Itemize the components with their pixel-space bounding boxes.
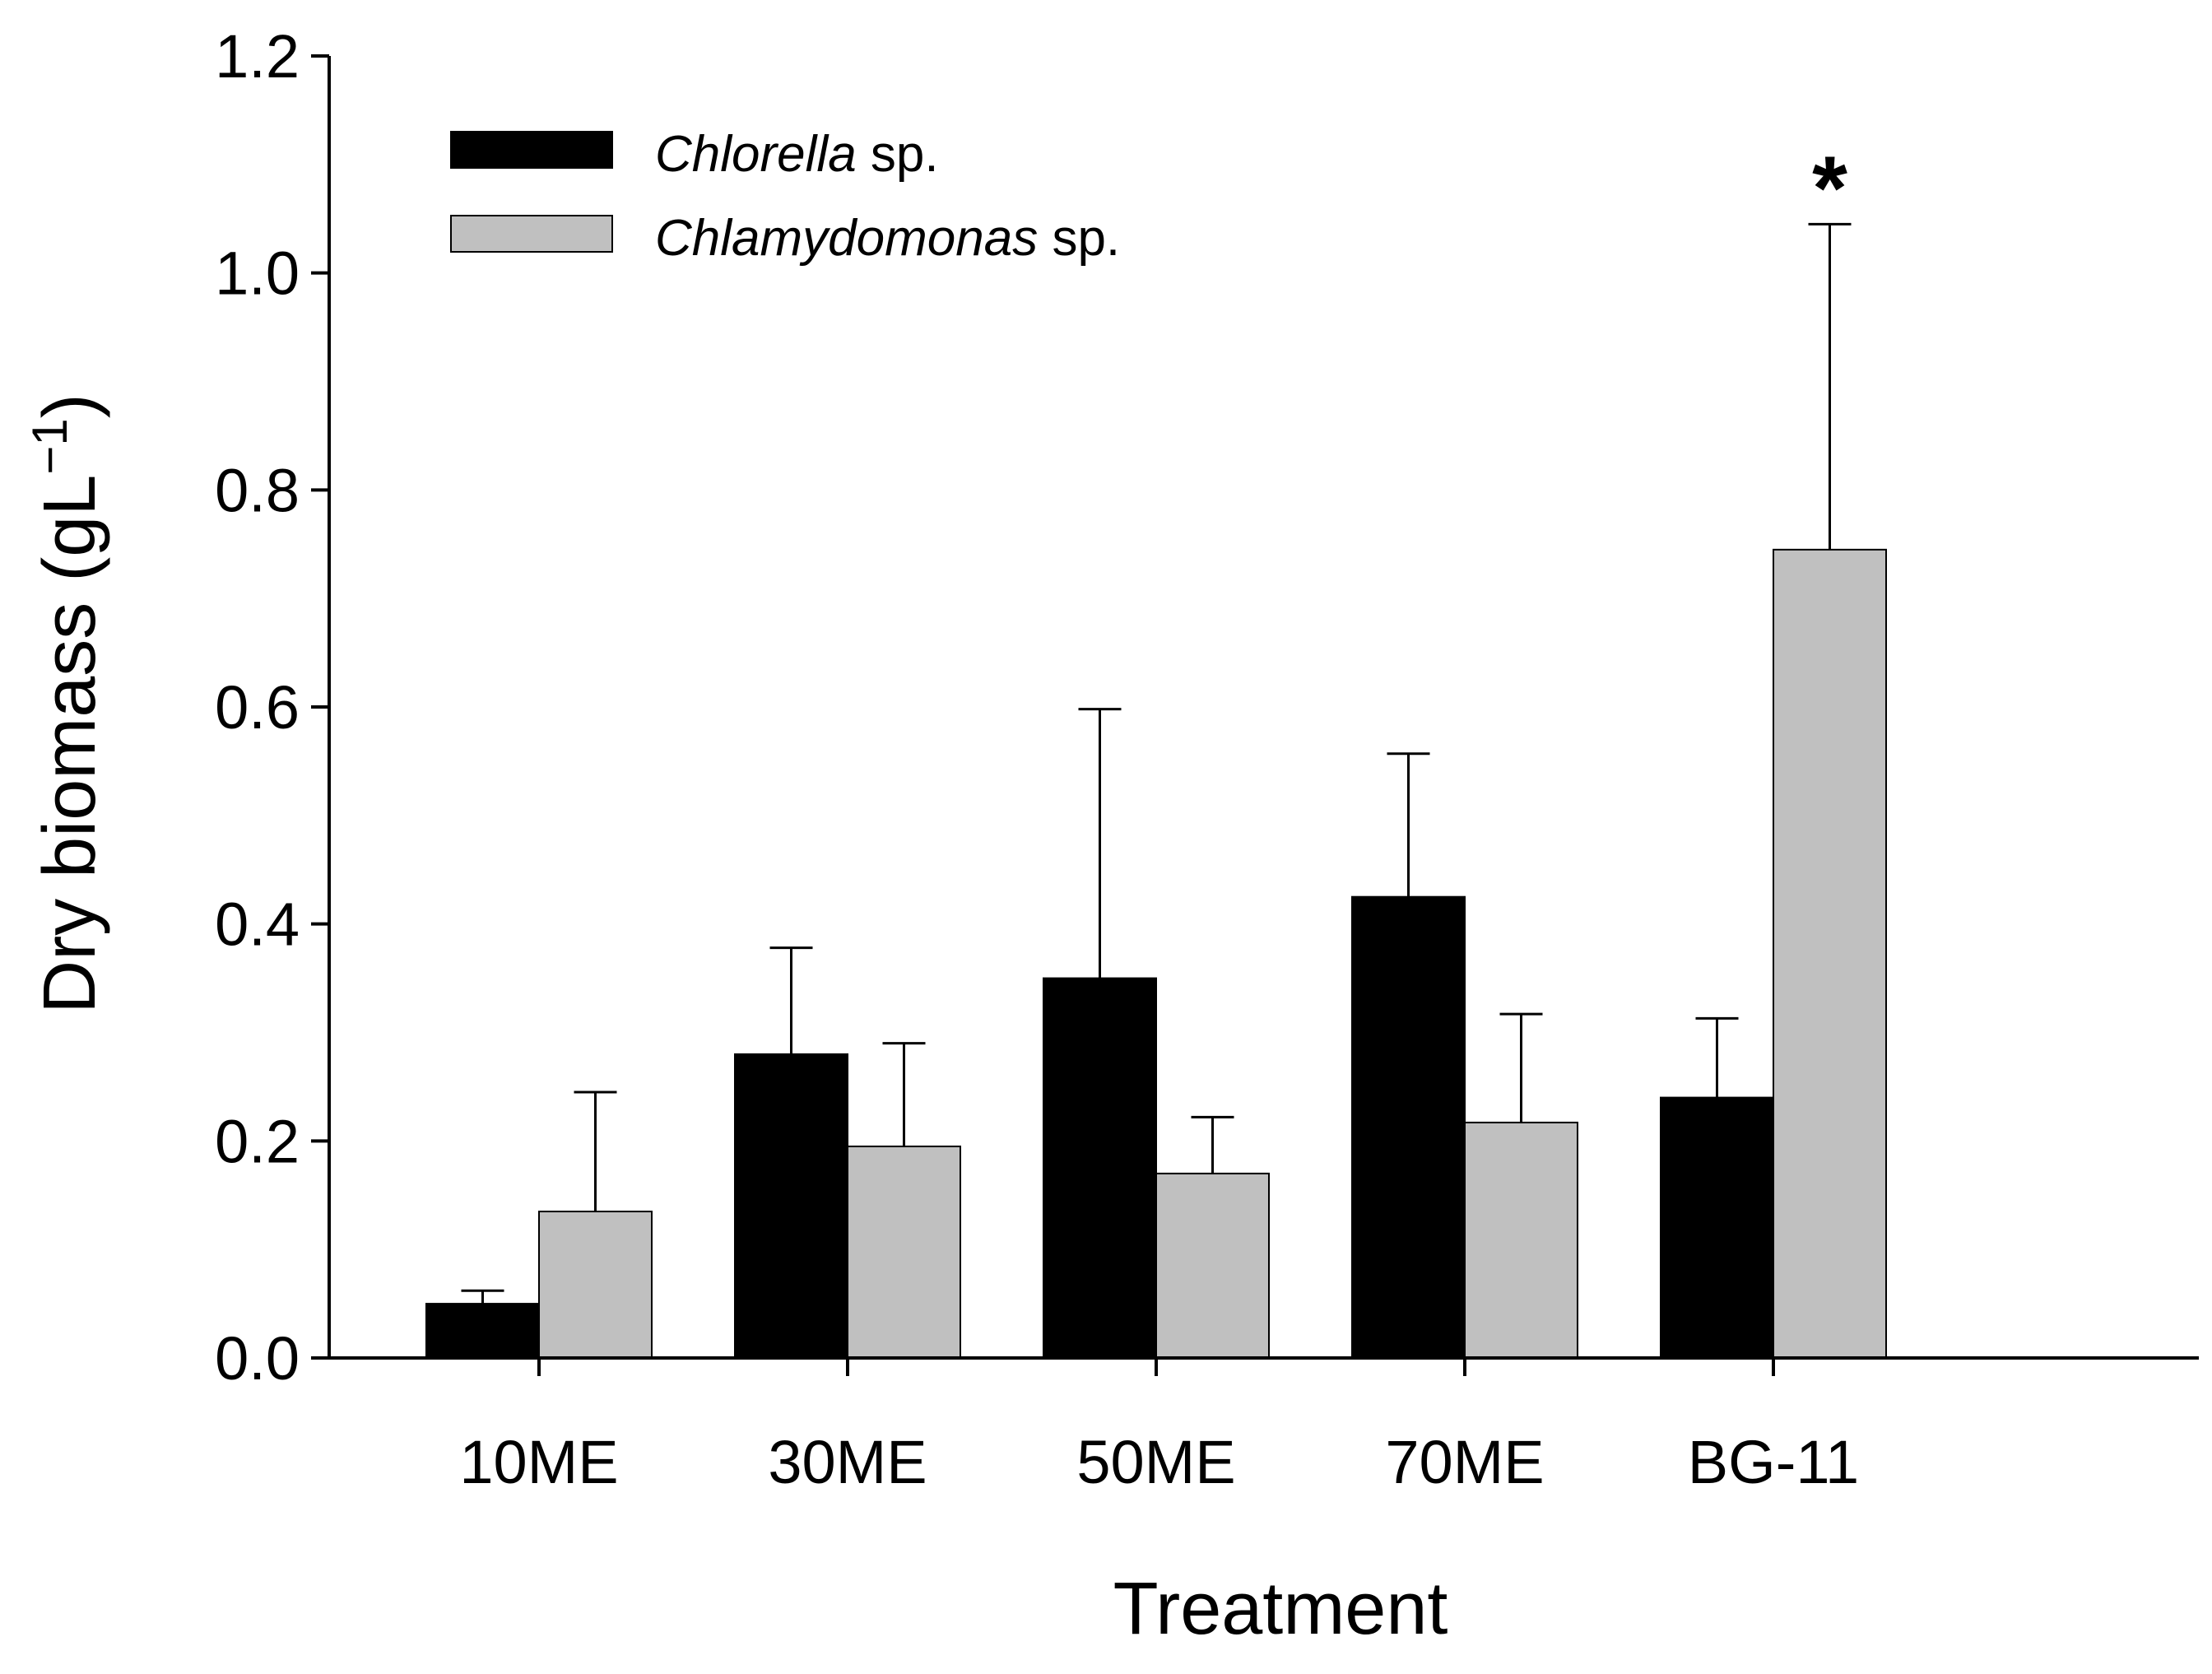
x-tick-label: 70ME	[1385, 1428, 1544, 1496]
bar-chlorella-10me	[425, 1303, 540, 1360]
legend-label-chlorella: Chlorella sp.	[655, 126, 939, 183]
x-tick-label: 10ME	[459, 1428, 618, 1496]
x-tick-label: 30ME	[768, 1428, 927, 1496]
y-ticks: 0.0 0.2 0.4 0.6 0.8 1.0 1.2	[215, 22, 329, 1393]
y-axis-title-close: )	[29, 393, 111, 418]
y-axis-title: Dry biomass (gL−1)	[22, 393, 111, 1014]
y-tick-label: 0.0	[215, 1324, 300, 1393]
legend-label-chlamydomonas: Chlamydomonas sp.	[655, 210, 1120, 267]
annotations-layer: *	[1812, 137, 1847, 239]
y-tick-label: 0.8	[215, 456, 300, 524]
legend-swatch-chlorella	[450, 131, 613, 169]
legend-swatch-chlamydomonas	[450, 215, 613, 253]
bars-layer	[425, 548, 1887, 1360]
bar-chlorella-30me	[734, 1053, 848, 1360]
bar-chlamydomonas-50me	[1155, 1172, 1270, 1359]
y-axis-title-superscript: −1	[22, 418, 77, 474]
y-tick-label: 1.2	[215, 22, 300, 91]
bar-chlorella-70me	[1351, 895, 1466, 1360]
x-ticks: 10ME 30ME 50ME 70ME BG-11	[459, 1358, 1859, 1496]
x-tick-label: BG-11	[1688, 1428, 1859, 1496]
y-tick-label: 0.2	[215, 1107, 300, 1175]
bar-chlamydomonas-70me	[1464, 1121, 1578, 1359]
y-axis-title-main: Dry biomass (gL	[29, 475, 111, 1014]
y-tick-label: 0.6	[215, 673, 300, 742]
error-bars-layer	[461, 222, 1852, 1304]
bar-chlamydomonas-30me	[847, 1145, 961, 1360]
y-tick-label: 1.0	[215, 239, 300, 308]
significance-star: *	[1812, 137, 1847, 239]
y-tick-label: 0.4	[215, 890, 300, 959]
bar-chlamydomonas-10me	[538, 1211, 653, 1360]
bar-chlamydomonas-bg-11	[1773, 548, 1887, 1359]
bar-chlorella-50me	[1043, 977, 1157, 1360]
bar-chlorella-bg-11	[1660, 1096, 1774, 1359]
x-tick-label: 50ME	[1076, 1428, 1235, 1496]
x-axis-title: Treatment	[1113, 1568, 1448, 1650]
legend: Chlorella sp. Chlamydomonas sp.	[450, 126, 1120, 267]
